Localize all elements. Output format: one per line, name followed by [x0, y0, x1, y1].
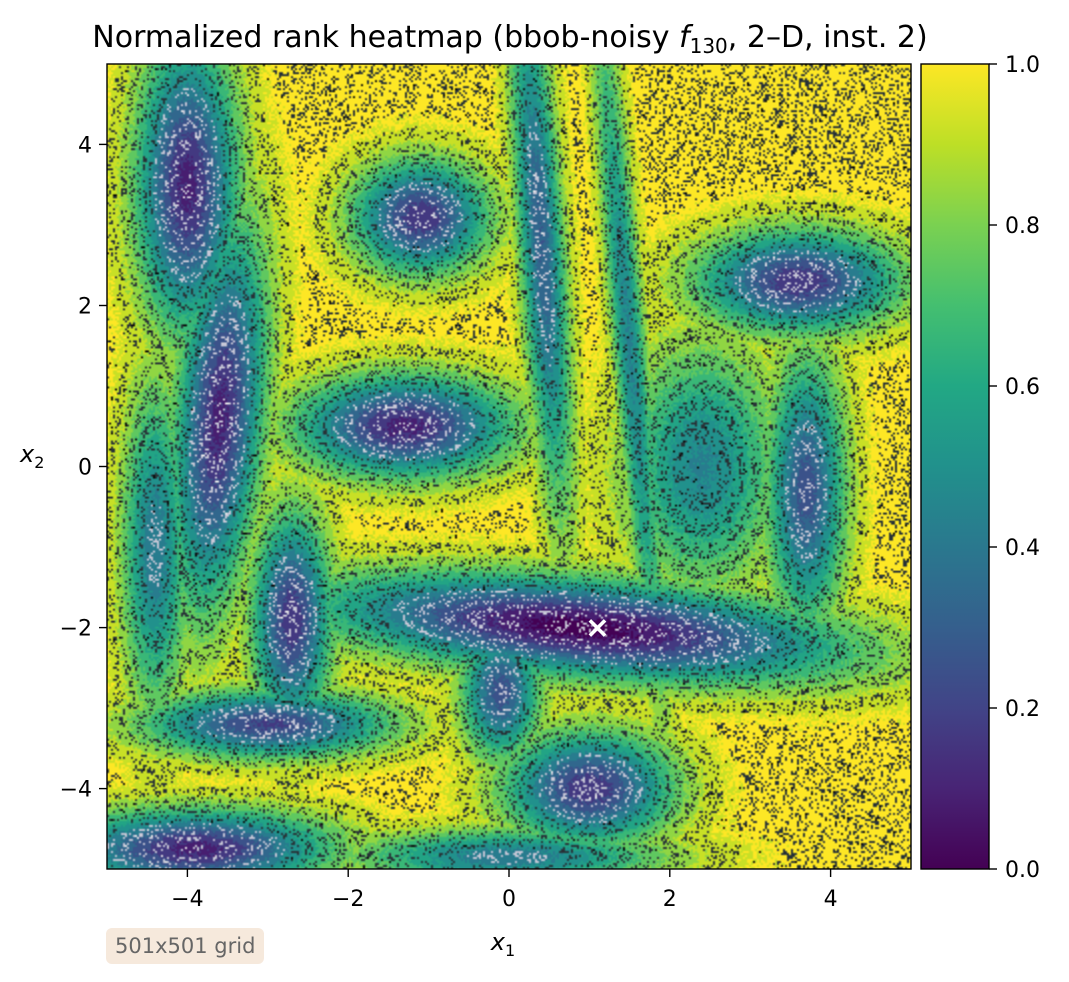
- y-tick-label: −4: [60, 778, 92, 803]
- colorbar-tick-label: 1.0: [1005, 53, 1040, 78]
- y-axis: −4 −2 0 2 4 x2: [19, 133, 107, 803]
- colorbar-gradient: [920, 63, 990, 870]
- colorbar: 0.0 0.2 0.4 0.6 0.8 1.0: [920, 53, 1040, 883]
- colorbar-tick-label: 0.8: [1005, 214, 1040, 239]
- chart-title: Normalized rank heatmap (bbob-noisy f130…: [92, 20, 927, 58]
- heatmap-plot-area: ×: [106, 63, 912, 870]
- optimum-marker: ×: [585, 611, 610, 646]
- colorbar-tick-label: 0.2: [1005, 697, 1040, 722]
- grid-size-badge: 501x501 grid: [106, 928, 265, 964]
- x-axis-label: x1: [490, 928, 515, 960]
- x-axis: −4 −2 0 2 4 x1: [171, 869, 838, 960]
- x-tick-label: 4: [824, 887, 838, 912]
- colorbar-tick-label: 0.4: [1005, 536, 1040, 561]
- x-tick-label: 2: [663, 887, 677, 912]
- y-tick-label: 2: [78, 295, 92, 320]
- colorbar-tick-label: 0.0: [1005, 858, 1040, 883]
- heatmap-image: [107, 64, 911, 869]
- colorbar-tick-label: 0.6: [1005, 375, 1040, 400]
- x-tick-label: 0: [502, 887, 516, 912]
- y-tick-label: 0: [78, 456, 92, 481]
- x-tick-label: −2: [332, 887, 364, 912]
- y-tick-label: −2: [60, 617, 92, 642]
- y-tick-label: 4: [78, 133, 92, 158]
- y-axis-label: x2: [19, 440, 44, 472]
- x-tick-label: −4: [171, 887, 203, 912]
